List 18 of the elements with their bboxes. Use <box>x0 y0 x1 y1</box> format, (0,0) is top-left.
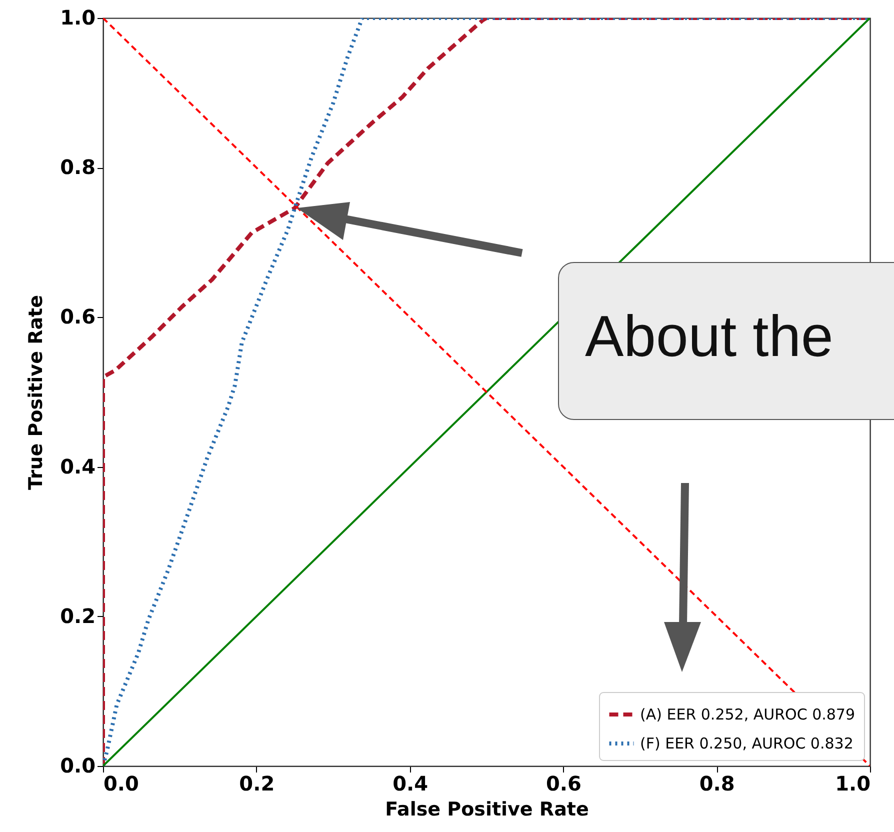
x-tick-label: 0.8 <box>699 772 735 796</box>
y-tick-label: 0.4 <box>60 454 96 478</box>
x-axis-title: False Positive Rate <box>385 798 589 820</box>
legend-label: (F) EER 0.250, AUROC 0.832 <box>640 734 854 752</box>
y-tick-label: 1.0 <box>60 6 96 30</box>
x-tick-label: 0.2 <box>239 772 275 796</box>
y-axis-title: True Positive Rate <box>25 295 48 490</box>
y-tick-label: 0.2 <box>60 604 96 628</box>
callout-box: About the <box>558 262 894 420</box>
x-tick-label: 0.0 <box>104 772 139 796</box>
y-tick-label: 0.8 <box>60 155 96 180</box>
x-tick-label: 0.6 <box>546 772 582 796</box>
x-tick-label: 0.4 <box>392 772 428 796</box>
y-tick-label: 0.0 <box>60 754 96 778</box>
y-tick-label: 0.6 <box>60 304 96 329</box>
annotation: About the <box>585 303 834 370</box>
x-tick-label: 1.0 <box>835 772 870 796</box>
legend-label: (A) EER 0.252, AUROC 0.879 <box>640 706 856 724</box>
